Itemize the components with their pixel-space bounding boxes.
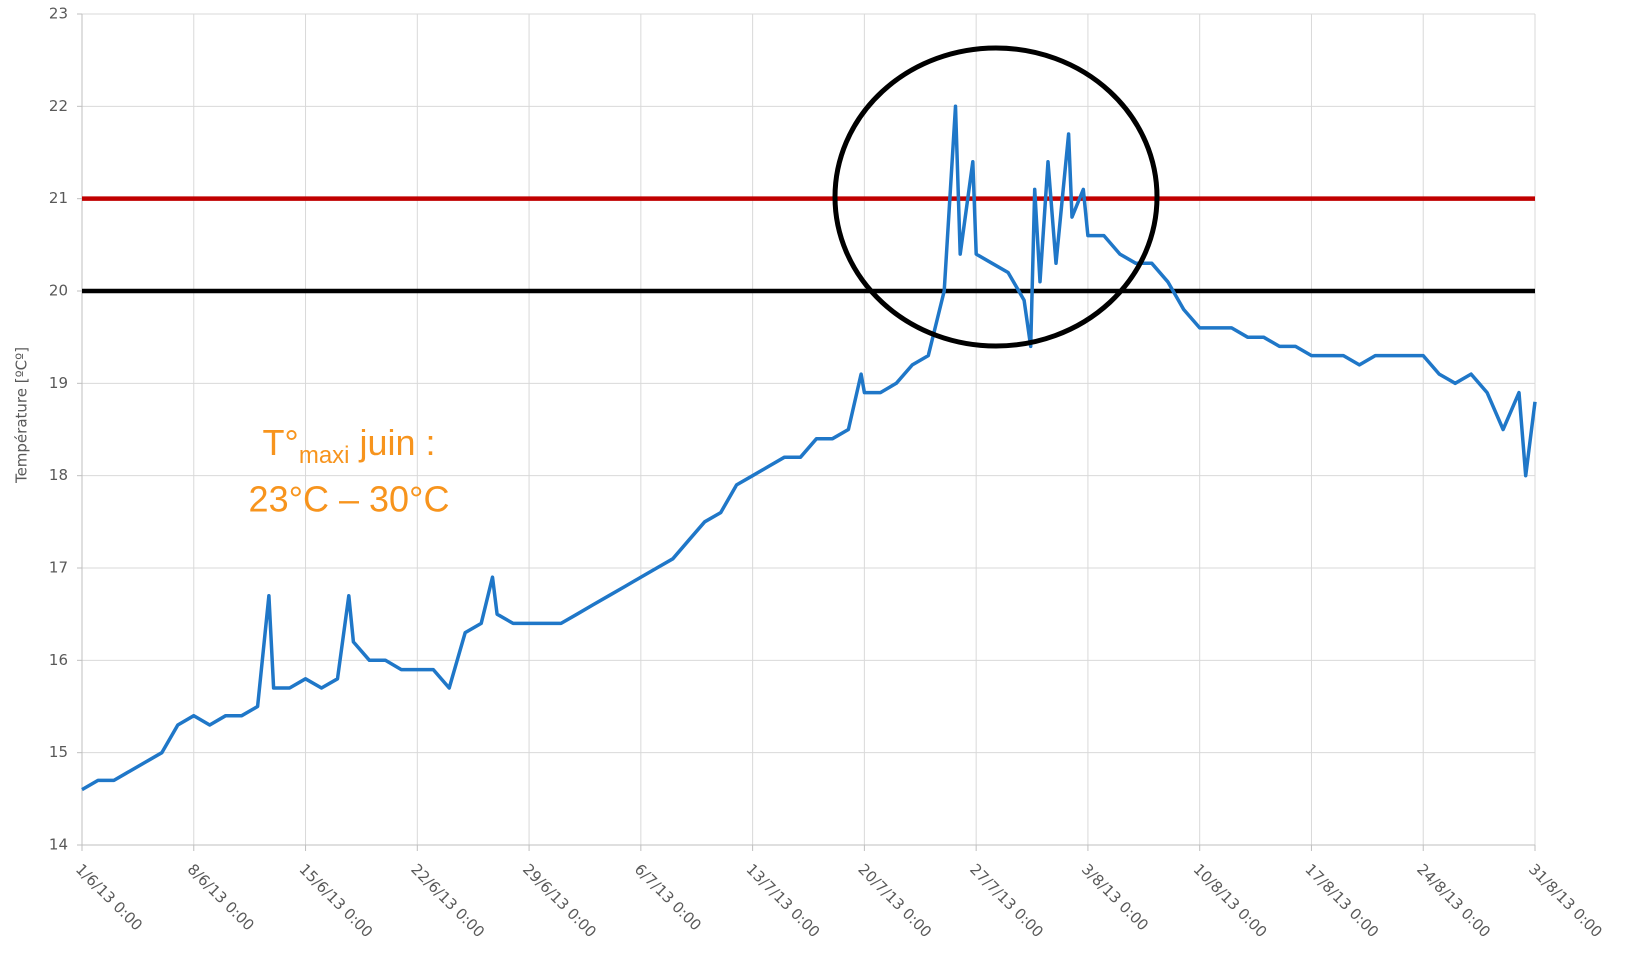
highlight-circle bbox=[832, 45, 1160, 349]
y-tick-label: 23 bbox=[49, 5, 68, 23]
y-tick-label: 21 bbox=[49, 189, 68, 207]
x-tick-label: 13/7/13 0:00 bbox=[743, 860, 824, 941]
y-tick-label: 14 bbox=[49, 836, 68, 854]
x-tick-label: 6/7/13 0:00 bbox=[631, 860, 705, 934]
x-tick-label: 15/6/13 0:00 bbox=[296, 860, 377, 941]
x-tick-label: 20/7/13 0:00 bbox=[854, 860, 935, 941]
x-tick-label: 27/7/13 0:00 bbox=[966, 860, 1047, 941]
annotation-rest: juin : bbox=[350, 422, 436, 463]
x-tick-label: 29/6/13 0:00 bbox=[519, 860, 600, 941]
labels: 14 15 16 17 18 19 20 21 22 23 1/6/13 0:00 8/6/13 0:… bbox=[49, 5, 1606, 942]
y-tick-label: 17 bbox=[49, 559, 68, 577]
x-tick-label: 10/8/13 0:00 bbox=[1190, 860, 1271, 941]
x-tick-label: 8/6/13 0:00 bbox=[184, 860, 258, 934]
annotation: T°maxi juin : bbox=[262, 422, 435, 470]
y-tick-label: 20 bbox=[49, 282, 68, 300]
y-tick-label: 19 bbox=[49, 374, 68, 392]
y-axis-label: Température [ºCº] bbox=[13, 347, 31, 484]
y-tick-label: 15 bbox=[49, 743, 68, 761]
annotation-main: T° bbox=[262, 422, 298, 463]
y-tick-label: 22 bbox=[49, 97, 68, 115]
x-tick-label: 1/6/13 0:00 bbox=[72, 860, 146, 934]
annotation-sub: maxi bbox=[299, 442, 350, 469]
temperature-line bbox=[81, 104, 1537, 792]
x-tick-label: 17/8/13 0:00 bbox=[1301, 860, 1382, 941]
x-tick-label: 31/8/13 0:00 bbox=[1525, 860, 1606, 941]
y-tick-label: 18 bbox=[49, 466, 68, 484]
y-tick-label: 16 bbox=[49, 651, 68, 669]
x-tick-label: 3/8/13 0:00 bbox=[1078, 860, 1152, 934]
x-tick-label: 22/6/13 0:00 bbox=[407, 860, 488, 941]
annotation-line2: 23°C – 30°C bbox=[249, 479, 450, 520]
x-tick-label: 24/8/13 0:00 bbox=[1413, 860, 1494, 941]
marks bbox=[81, 104, 1537, 792]
